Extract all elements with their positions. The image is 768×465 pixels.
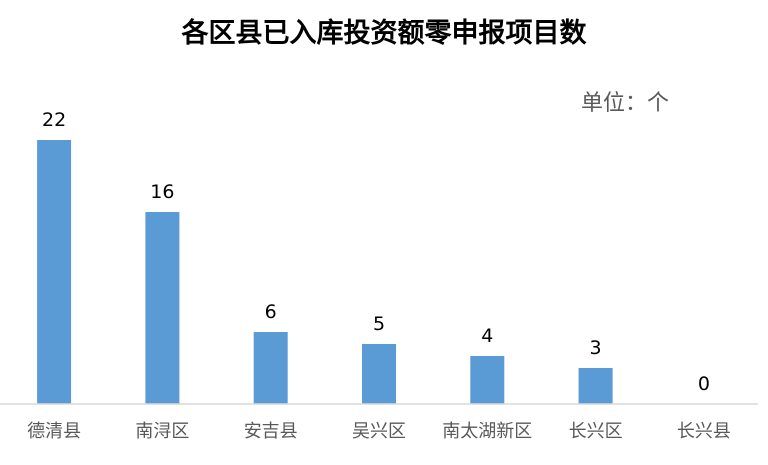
bar-3 (362, 344, 396, 404)
x-tick-label-4: 南太湖新区 (442, 421, 532, 442)
x-tick-labels-group: 德清县 南浔区 安吉县 吴兴区 南太湖新区 长兴区 长兴县 (27, 421, 731, 442)
bar-1 (145, 212, 180, 404)
bar-5 (578, 368, 613, 404)
data-label-1: 16 (150, 181, 174, 203)
x-tick-label-3: 吴兴区 (352, 421, 406, 442)
data-label-4: 4 (481, 325, 493, 347)
chart-title: 各区县已入库投资额零申报项目数 (181, 17, 588, 49)
unit-label: 单位：个 (581, 91, 669, 116)
x-tick-label-6: 长兴县 (677, 421, 731, 442)
bar-4 (470, 356, 505, 404)
data-label-6: 0 (698, 373, 710, 395)
data-labels-group: 22 16 6 5 4 3 0 (42, 109, 710, 395)
x-tick-label-2: 安吉县 (244, 421, 298, 442)
x-tick-label-5: 长兴区 (569, 421, 623, 442)
bar-2 (253, 332, 288, 404)
bar-0 (37, 140, 72, 404)
bars-group (37, 140, 613, 404)
data-label-3: 5 (373, 313, 385, 335)
data-label-2: 6 (265, 301, 277, 323)
x-tick-label-1: 南浔区 (135, 421, 189, 442)
x-tick-label-0: 德清县 (27, 421, 81, 442)
data-label-0: 22 (42, 109, 66, 131)
data-label-5: 3 (590, 337, 602, 359)
